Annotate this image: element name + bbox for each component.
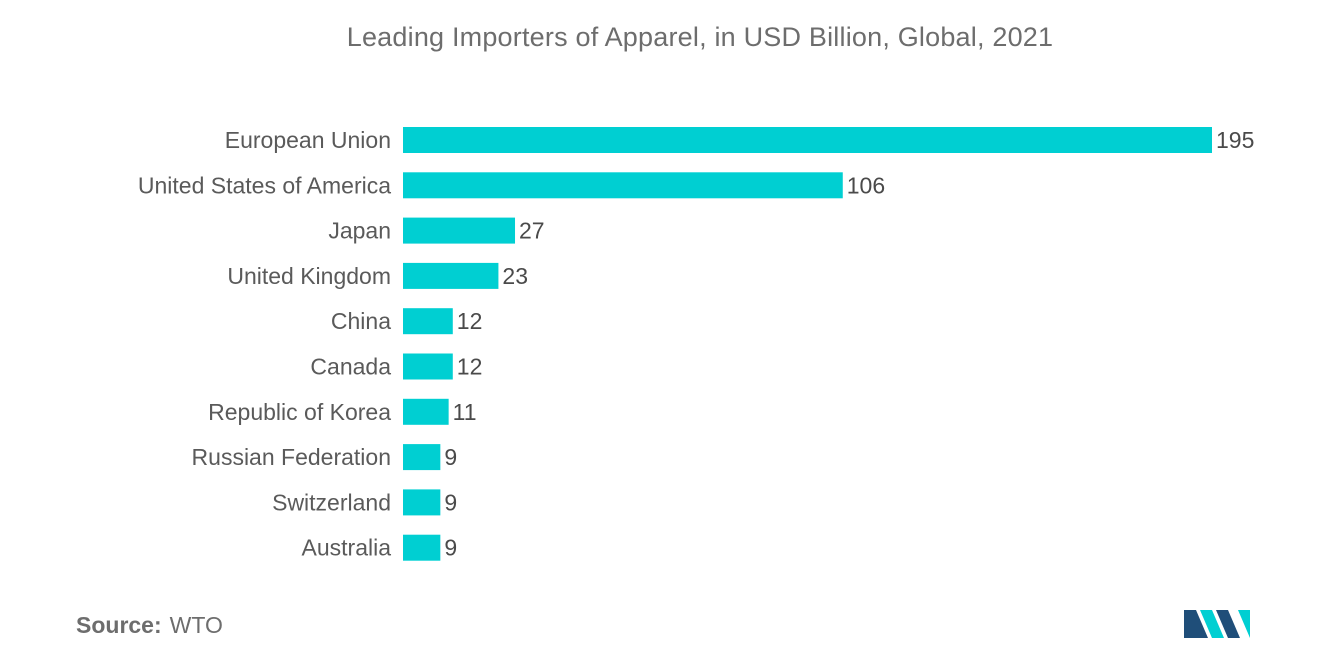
category-labels-layer: European Union United States of America Ja… [138,127,391,561]
category-label: Republic of Korea [208,399,391,425]
category-label: China [331,308,391,334]
category-label: Japan [328,218,391,244]
value-label: 195 [1216,127,1254,153]
value-label: 9 [444,444,457,470]
value-label: 9 [444,489,457,515]
bars-layer [403,127,1212,561]
bar-canada [403,353,453,380]
value-labels-layer: 195 106 27 23 12 12 11 9 9 9 [444,127,1254,561]
value-label: 11 [453,399,477,425]
source-label: Source: [76,612,162,638]
category-label: Russian Federation [192,444,391,470]
bar-japan [403,217,516,244]
bar-australia [403,534,441,561]
value-label: 27 [519,218,545,244]
bar-united-kingdom [403,262,499,289]
bar-united-states-of-america [403,172,843,199]
value-label: 12 [457,354,483,380]
value-label: 12 [457,308,483,334]
category-label: United States of America [138,172,391,198]
value-label: 106 [847,172,885,198]
category-label: Canada [310,354,391,380]
bar-china [403,308,453,335]
bar-russian-federation [403,444,441,471]
bar-switzerland [403,489,441,516]
chart-title: Leading Importers of Apparel, in USD Bil… [346,22,1054,52]
source-value: WTO [169,612,223,638]
bar-european-union [403,127,1212,153]
value-label: 9 [444,535,457,561]
category-label: Australia [302,535,392,561]
bar-republic-of-korea [403,398,449,425]
category-label: European Union [225,127,391,153]
category-label: Switzerland [272,489,391,515]
mordor-intelligence-logo-icon [1184,610,1250,638]
source-note: Source: WTO [76,612,223,639]
value-label: 23 [502,263,528,289]
category-label: United Kingdom [227,263,391,289]
